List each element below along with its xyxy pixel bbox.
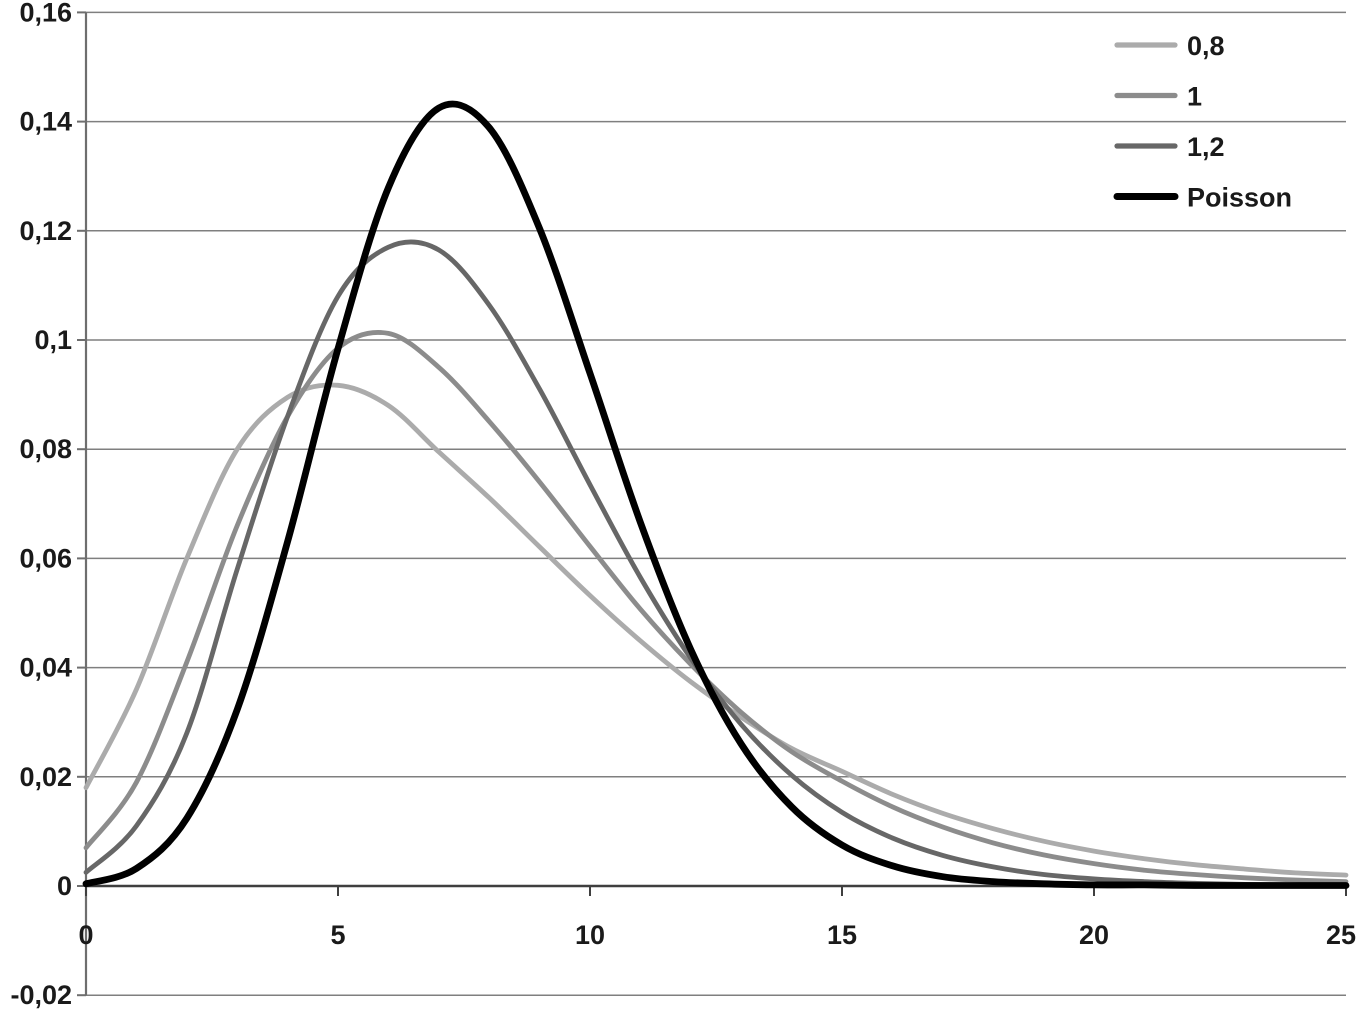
x-tick-label: 25 xyxy=(1326,920,1356,950)
y-tick-label: 0,1 xyxy=(34,325,72,355)
x-tick-label: 15 xyxy=(827,920,857,950)
legend-label-1: 1 xyxy=(1187,82,1202,112)
y-tick-label: 0,02 xyxy=(19,762,72,792)
series-curve-0_8 xyxy=(83,382,1349,878)
y-tick-label: 0,04 xyxy=(19,653,72,683)
y-tick-label: 0 xyxy=(57,871,72,901)
x-tick-label: 0 xyxy=(78,920,93,950)
legend-label-Poisson: Poisson xyxy=(1187,183,1292,213)
y-tick-label: 0,06 xyxy=(19,543,72,573)
y-tick-label: 0,12 xyxy=(19,216,72,246)
series-curve-Poisson xyxy=(82,100,1350,889)
series-curve-1_2 xyxy=(83,239,1349,888)
legend-label-1_2: 1,2 xyxy=(1187,132,1225,162)
x-tick-label: 10 xyxy=(575,920,605,950)
x-tick-label: 20 xyxy=(1079,920,1109,950)
x-tick-label: 5 xyxy=(330,920,345,950)
y-tick-label: 0,08 xyxy=(19,434,72,464)
y-tick-label: -0,02 xyxy=(10,980,72,1010)
series-curve-1 xyxy=(83,330,1349,884)
y-tick-label: 0,16 xyxy=(19,0,72,27)
y-tick-label: 0,14 xyxy=(19,107,72,137)
legend-label-0_8: 0,8 xyxy=(1187,31,1225,61)
